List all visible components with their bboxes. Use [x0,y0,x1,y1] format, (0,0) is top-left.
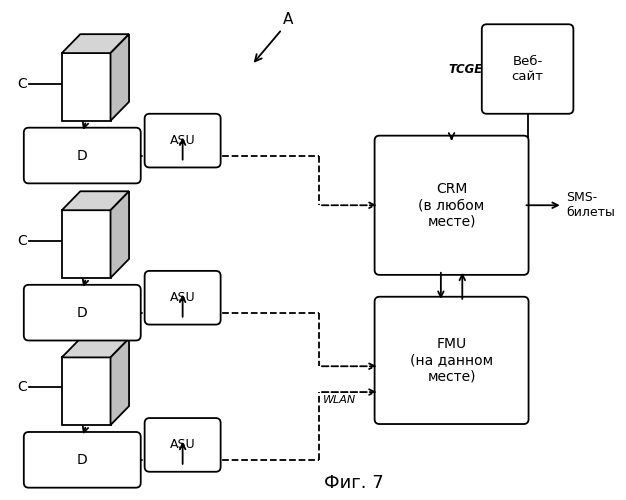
Polygon shape [111,34,129,120]
Polygon shape [62,358,111,425]
Polygon shape [62,34,129,53]
FancyBboxPatch shape [145,271,220,324]
Text: ASU: ASU [170,134,195,147]
FancyBboxPatch shape [145,114,220,168]
Text: TCGE: TCGE [448,62,483,76]
Polygon shape [62,338,129,357]
Text: C: C [17,234,27,248]
Polygon shape [62,210,111,278]
Text: C: C [17,380,27,394]
FancyBboxPatch shape [374,136,528,275]
Text: ASU: ASU [170,291,195,304]
Text: Веб-
сайт: Веб- сайт [511,55,543,83]
Text: ASU: ASU [170,438,195,452]
Text: D: D [77,453,88,467]
Text: Фиг. 7: Фиг. 7 [324,474,384,492]
Text: WLAN: WLAN [323,395,356,405]
FancyBboxPatch shape [24,432,141,488]
FancyBboxPatch shape [24,285,141,341]
Polygon shape [62,53,111,120]
FancyBboxPatch shape [24,128,141,184]
Text: D: D [77,306,88,320]
Text: C: C [17,77,27,91]
Polygon shape [111,338,129,425]
Text: D: D [77,148,88,162]
FancyBboxPatch shape [374,296,528,424]
FancyBboxPatch shape [482,24,573,114]
Text: FMU
(на данном
месте): FMU (на данном месте) [410,337,493,384]
Polygon shape [62,192,129,210]
Polygon shape [111,192,129,278]
Text: SMS-
билеты: SMS- билеты [567,191,615,219]
Text: A: A [283,12,293,27]
Text: CRM
(в любом
месте): CRM (в любом месте) [418,182,485,228]
FancyBboxPatch shape [145,418,220,472]
